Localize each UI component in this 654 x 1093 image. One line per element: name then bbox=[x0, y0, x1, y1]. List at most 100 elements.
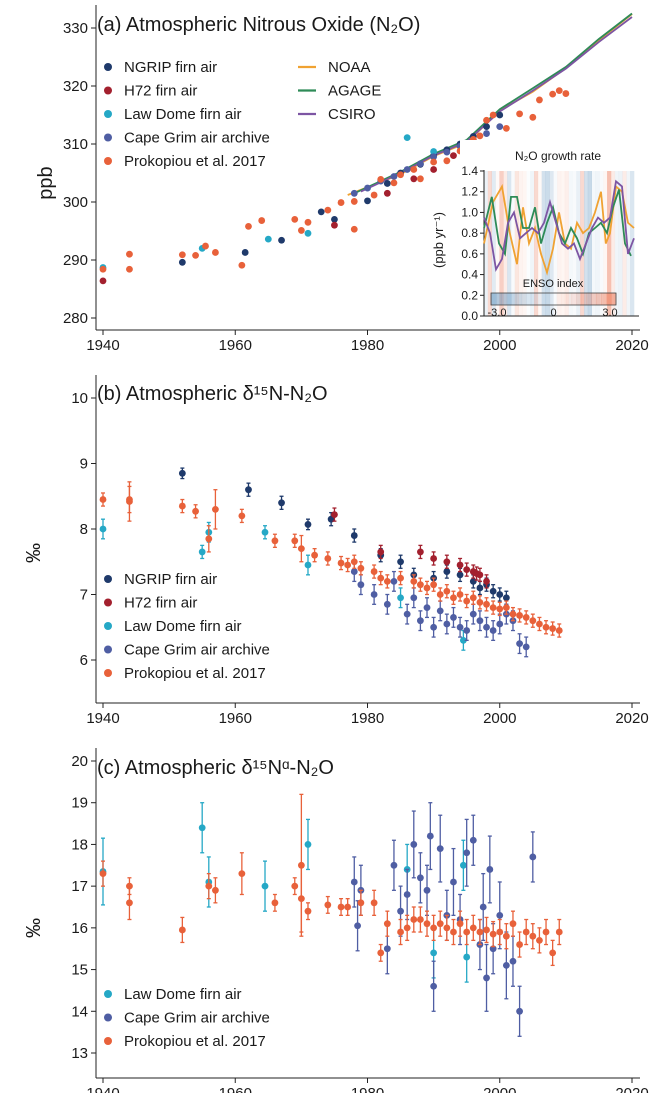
enso-band bbox=[491, 171, 496, 316]
x-tick-label: 1980 bbox=[351, 337, 384, 354]
prokopiou-point bbox=[205, 882, 213, 890]
inset-y-tick-label: 1.2 bbox=[461, 185, 478, 199]
capegrim-point bbox=[516, 640, 523, 648]
agage-line bbox=[353, 12, 633, 195]
enso-colorbar-frame bbox=[490, 292, 617, 306]
prokopiou-point bbox=[271, 899, 279, 907]
y-tick-label: 290 bbox=[63, 252, 88, 269]
enso-band bbox=[518, 171, 523, 316]
lawdome-point bbox=[99, 525, 107, 533]
capegrim-point bbox=[426, 832, 434, 840]
x-tick-label: 1980 bbox=[351, 710, 384, 727]
capegrim-point bbox=[476, 617, 484, 625]
capegrim-point bbox=[350, 878, 358, 886]
enso-band bbox=[564, 171, 569, 316]
enso-band bbox=[607, 171, 612, 316]
enso-band bbox=[618, 171, 623, 316]
panel-a-ylabel: ppb bbox=[35, 166, 57, 199]
prokopiou-point bbox=[529, 617, 537, 625]
prokopiou-point bbox=[297, 227, 305, 234]
capegrim-point bbox=[357, 581, 365, 589]
capegrim-point bbox=[489, 627, 497, 634]
capegrim-point bbox=[463, 627, 471, 634]
inset-y-tick-label: 0.0 bbox=[461, 309, 478, 323]
h72-point bbox=[456, 561, 464, 569]
h72-point bbox=[99, 277, 107, 285]
enso-band bbox=[599, 171, 604, 316]
prokopiou-point bbox=[469, 924, 477, 932]
prokopiou-point bbox=[443, 587, 451, 595]
prokopiou-point bbox=[377, 949, 385, 957]
legend-marker-capegrim bbox=[104, 645, 112, 654]
prokopiou-point bbox=[126, 498, 133, 505]
prokopiou-point bbox=[357, 899, 365, 907]
enso-band bbox=[587, 171, 592, 316]
h72-point bbox=[476, 571, 484, 579]
enso-band bbox=[495, 171, 500, 316]
y-tick-label: 19 bbox=[71, 795, 88, 812]
x-tick-label: 2000 bbox=[483, 337, 516, 354]
legend-label-capegrim: Cape Grim air archive bbox=[124, 642, 270, 659]
enso-band bbox=[541, 171, 546, 316]
ngrip-point bbox=[496, 591, 504, 598]
inset-y-tick-label: 0.4 bbox=[461, 268, 478, 282]
enso-band bbox=[499, 171, 504, 316]
capegrim-point bbox=[436, 607, 444, 615]
lawdome-point bbox=[304, 229, 312, 237]
enso-colorbar-cell bbox=[556, 293, 562, 305]
prokopiou-point bbox=[463, 928, 471, 936]
y-tick-label: 320 bbox=[63, 78, 88, 95]
legend-marker-prokopiou bbox=[104, 157, 112, 165]
enso-band bbox=[553, 171, 558, 316]
x-tick-label: 1940 bbox=[86, 1085, 119, 1093]
legend-marker-lawdome bbox=[104, 622, 112, 630]
enso-colorbar-cell bbox=[521, 293, 527, 305]
ngrip-point bbox=[364, 197, 371, 205]
prokopiou-point bbox=[463, 597, 471, 605]
prokopiou-point bbox=[178, 502, 186, 510]
enso-label: ENSO index bbox=[523, 278, 584, 290]
enso-colorbar-cell bbox=[526, 293, 532, 305]
prokopiou-point bbox=[377, 175, 385, 183]
prokopiou-point bbox=[502, 124, 510, 132]
x-tick-label: 2020 bbox=[615, 337, 648, 354]
h72-point bbox=[383, 189, 391, 197]
ngrip-point bbox=[304, 521, 312, 528]
legend-marker-h72 bbox=[104, 598, 112, 607]
prokopiou-point bbox=[443, 924, 451, 932]
lawdome-point bbox=[463, 953, 471, 961]
prokopiou-point bbox=[212, 505, 219, 513]
ngrip-point bbox=[502, 594, 510, 602]
prokopiou-point bbox=[450, 594, 457, 602]
capegrim-point bbox=[509, 957, 517, 965]
h72-point bbox=[331, 221, 338, 229]
ngrip-point bbox=[178, 258, 186, 266]
enso-band bbox=[614, 171, 619, 316]
inset-y-tick-label: 1.4 bbox=[461, 164, 478, 178]
x-tick-label: 1980 bbox=[351, 1085, 384, 1093]
inset-ylabel: (ppb yr⁻¹) bbox=[431, 212, 446, 268]
panel-a: (a) Atmospheric Nitrous Oxide (N₂O) ppb … bbox=[35, 5, 649, 354]
legend-marker-ngrip bbox=[104, 575, 112, 583]
enso-colorbar-cell bbox=[541, 293, 547, 305]
capegrim-point bbox=[390, 861, 398, 869]
prokopiou-point bbox=[423, 920, 431, 928]
enso-colorbar-cell bbox=[611, 293, 617, 305]
prokopiou-point bbox=[350, 558, 358, 566]
inset-title: N₂O growth rate bbox=[515, 149, 601, 163]
prokopiou-point bbox=[410, 578, 418, 585]
prokopiou-point bbox=[304, 907, 312, 915]
prokopiou-point bbox=[516, 612, 523, 619]
prokopiou-point bbox=[238, 870, 246, 878]
enso-band bbox=[522, 171, 527, 316]
lawdome-point bbox=[198, 548, 206, 556]
x-tick-label: 1940 bbox=[86, 337, 119, 354]
prokopiou-point bbox=[370, 899, 378, 907]
lawdome-point bbox=[264, 235, 272, 243]
lawdome-point bbox=[198, 824, 206, 832]
legend-label-ngrip: NGRIP firn air bbox=[124, 59, 217, 76]
prokopiou-point bbox=[436, 591, 444, 598]
prokopiou-point bbox=[549, 949, 557, 957]
enso-tick-label: 0 bbox=[550, 307, 556, 319]
prokopiou-point bbox=[489, 111, 497, 119]
